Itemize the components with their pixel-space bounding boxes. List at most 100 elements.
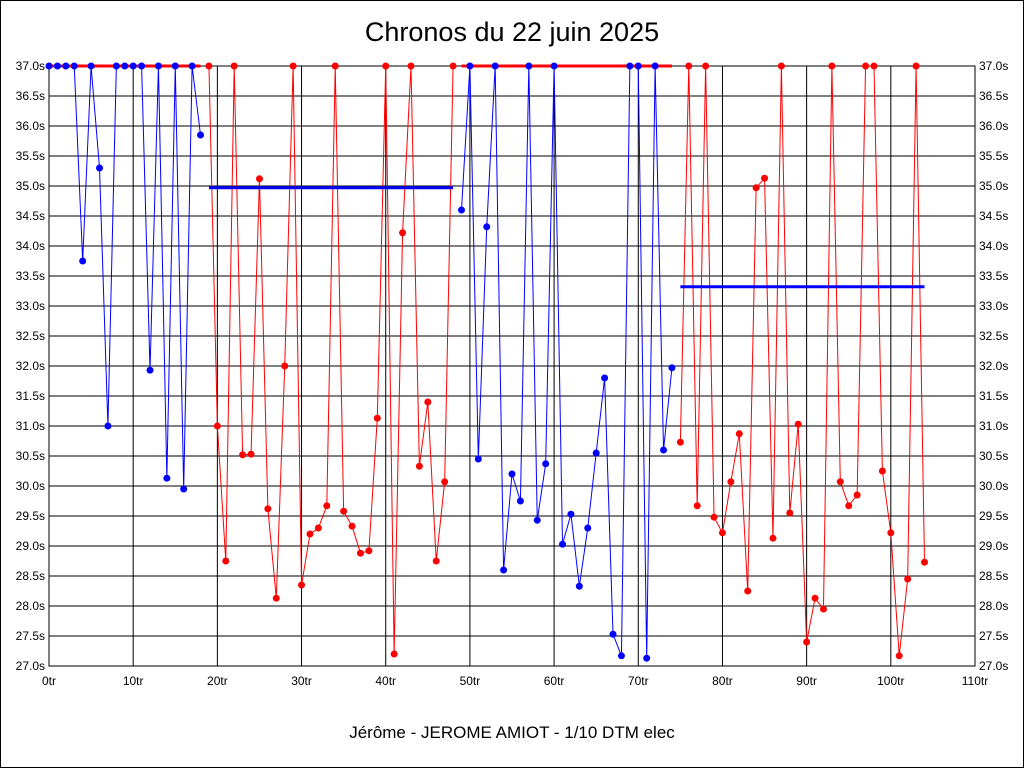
data-point — [154, 62, 162, 70]
data-point — [239, 451, 247, 459]
data-point — [592, 449, 600, 457]
data-point — [491, 62, 499, 70]
data-point — [870, 62, 878, 70]
y-tick-label-right: 27.0s — [979, 659, 1008, 673]
y-tick-label-right: 34.0s — [979, 239, 1008, 253]
y-tick-label-left: 36.5s — [16, 89, 45, 103]
data-point — [744, 587, 752, 595]
data-point — [525, 62, 533, 70]
data-point — [255, 175, 263, 183]
data-point — [550, 62, 558, 70]
x-axis-label: Jérôme - JEROME AMIOT - 1/10 DTM elec — [349, 723, 675, 742]
data-point — [828, 62, 836, 70]
data-point — [500, 566, 508, 574]
data-point — [542, 460, 550, 468]
data-point — [676, 438, 684, 446]
y-tick-label-right: 37.0s — [979, 59, 1008, 73]
data-point — [222, 557, 230, 565]
data-point — [323, 502, 331, 510]
data-point — [685, 62, 693, 70]
y-tick-label-right: 27.5s — [979, 629, 1008, 643]
y-tick-label-left: 30.0s — [16, 479, 45, 493]
data-point — [626, 62, 634, 70]
data-point — [466, 62, 474, 70]
y-tick-label-right: 36.5s — [979, 89, 1008, 103]
data-point — [441, 478, 449, 486]
y-tick-label-right: 30.0s — [979, 479, 1008, 493]
data-point — [752, 184, 760, 192]
data-point — [516, 497, 524, 505]
data-point — [331, 62, 339, 70]
y-tick-label-left: 34.0s — [16, 239, 45, 253]
data-point — [146, 366, 154, 374]
y-tick-label-left: 27.0s — [16, 659, 45, 673]
data-point — [668, 364, 676, 372]
x-tick-label: 90tr — [796, 674, 817, 688]
chart-title: Chronos du 22 juin 2025 — [364, 17, 660, 47]
x-tick-label: 110tr — [962, 674, 988, 688]
y-tick-label-left: 29.0s — [16, 539, 45, 553]
data-point — [912, 62, 920, 70]
data-point — [584, 524, 592, 532]
data-point — [601, 374, 609, 382]
x-tick-label: 40tr — [375, 674, 396, 688]
data-point — [702, 62, 710, 70]
data-point — [508, 470, 516, 478]
y-tick-label-left: 32.0s — [16, 359, 45, 373]
data-point — [457, 206, 465, 214]
x-tick-label: 50tr — [460, 674, 481, 688]
data-point — [45, 62, 53, 70]
y-tick-label-left: 27.5s — [16, 629, 45, 643]
y-tick-label-left: 36.0s — [16, 119, 45, 133]
data-point — [432, 557, 440, 565]
data-point — [247, 450, 255, 458]
data-point — [348, 522, 356, 530]
data-point — [306, 530, 314, 538]
y-tick-label-right: 32.5s — [979, 329, 1008, 343]
y-tick-label-left: 33.5s — [16, 269, 45, 283]
y-tick-label-left: 37.0s — [16, 59, 45, 73]
data-point — [643, 654, 651, 662]
data-point — [533, 516, 541, 524]
y-tick-label-right: 35.0s — [979, 179, 1008, 193]
data-point — [171, 62, 179, 70]
data-point — [887, 529, 895, 537]
data-point — [121, 62, 129, 70]
x-tick-label: 10tr — [123, 674, 144, 688]
y-tick-label-right: 32.0s — [979, 359, 1008, 373]
y-tick-label-right: 34.5s — [979, 209, 1008, 223]
data-point — [920, 558, 928, 566]
data-point — [373, 414, 381, 422]
y-tick-label-left: 30.5s — [16, 449, 45, 463]
x-tick-label: 80tr — [712, 674, 733, 688]
data-point — [559, 540, 567, 548]
x-tick-label: 60tr — [544, 674, 565, 688]
data-point — [904, 575, 912, 583]
data-point — [407, 62, 415, 70]
data-point — [567, 510, 575, 518]
data-point — [786, 509, 794, 517]
data-point — [617, 652, 625, 660]
y-tick-label-left: 33.0s — [16, 299, 45, 313]
y-tick-label-left: 28.0s — [16, 599, 45, 613]
data-point — [356, 549, 364, 557]
data-point — [710, 513, 718, 521]
data-point — [718, 529, 726, 537]
data-point — [811, 594, 819, 602]
data-point — [213, 422, 221, 430]
data-point — [281, 362, 289, 370]
y-tick-label-right: 31.5s — [979, 389, 1008, 403]
y-tick-label-left: 29.5s — [16, 509, 45, 523]
y-tick-label-right: 33.5s — [979, 269, 1008, 283]
y-tick-label-right: 28.5s — [979, 569, 1008, 583]
data-point — [819, 605, 827, 613]
y-tick-label-right: 33.0s — [979, 299, 1008, 313]
y-tick-label-right: 35.5s — [979, 149, 1008, 163]
data-point — [651, 62, 659, 70]
data-point — [163, 474, 171, 482]
y-tick-label-right: 36.0s — [979, 119, 1008, 133]
data-point — [794, 420, 802, 428]
data-point — [424, 398, 432, 406]
data-point — [735, 430, 743, 438]
data-point — [634, 62, 642, 70]
